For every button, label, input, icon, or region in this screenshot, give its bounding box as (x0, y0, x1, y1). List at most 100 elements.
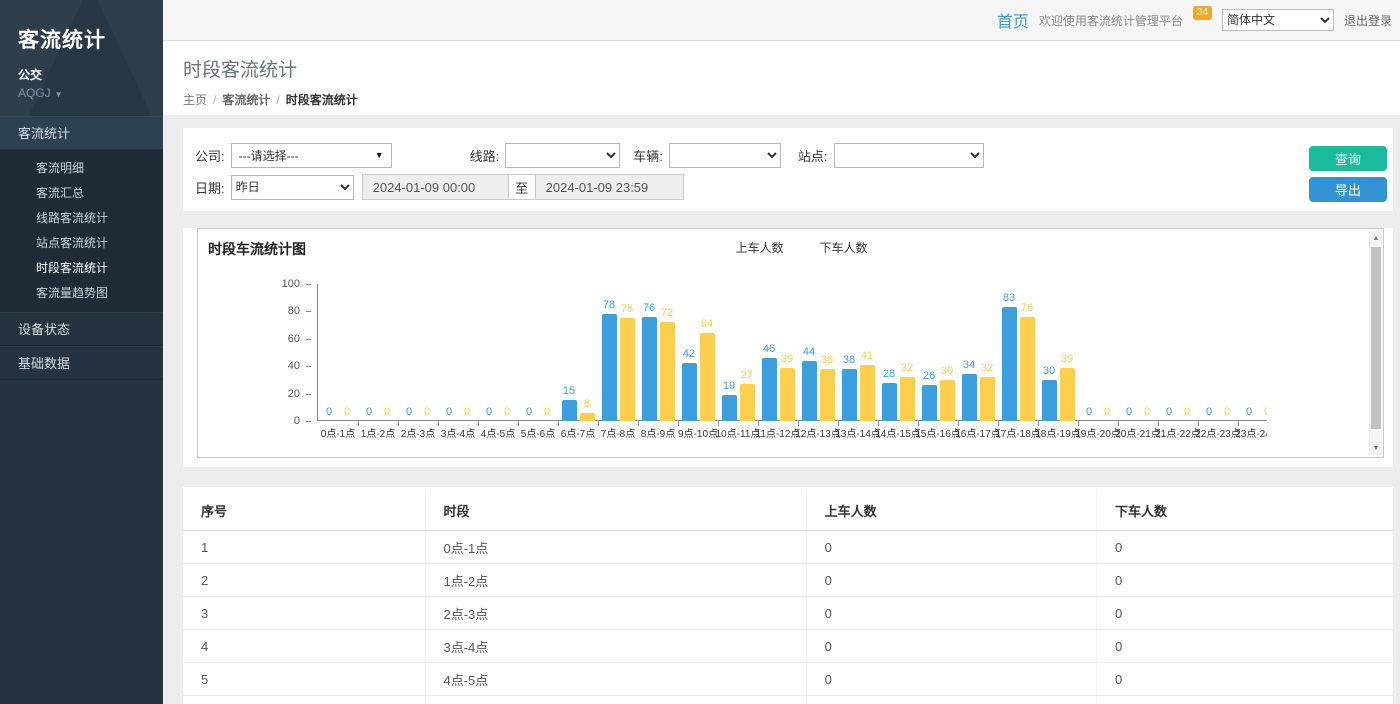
bar-alight: 38 (819, 354, 835, 421)
chart-scrollbar[interactable]: ▲ ▼ (1369, 231, 1382, 455)
bar-value-label: 0 (1245, 406, 1253, 418)
chart-category: 0 0 2点-3点 (398, 284, 439, 440)
filter-row-1: 公司: ---请选择--- ▼ 线路: 车辆: 站点: (195, 142, 1393, 168)
logout-link[interactable]: 退出登录 (1343, 13, 1392, 28)
home-link[interactable]: 首页 (996, 14, 1029, 31)
sidebar-item-line-stats[interactable]: 线路客流统计 (36, 211, 109, 225)
x-axis-category-label: 2点-3点 (400, 429, 436, 440)
bar-value-label: 64 (700, 318, 714, 331)
table-cell: 1点-2点 (424, 563, 807, 597)
table-cell: 0 (805, 596, 1097, 630)
x-axis-category-label: 4点-5点 (480, 429, 516, 440)
sidebar-menu: 客流统计 客流明细 客流汇总 线路客流统计 站点客流统计 时段客流统计 客流量趋… (0, 116, 163, 380)
topbar: 首页 欢迎使用客流统计管理平台 34 简体中文 退出登录 (163, 0, 1400, 41)
bar-value-label: 38 (842, 353, 856, 366)
bar-value-label: 0 (445, 406, 453, 418)
date-preset-select[interactable]: 昨日 (230, 174, 354, 200)
table-cell: 4 (183, 629, 425, 663)
chart-box: 时段车流统计图 上车人数 下车人数 0 20 40 60 80 100 0 0 0点-1点 0 0… (197, 228, 1384, 458)
station-select[interactable] (833, 142, 984, 168)
bar-value-label: 27 (740, 369, 754, 382)
sidebar-logo-area: 客流统计 公交 AQGJ ▼ (0, 0, 163, 116)
bar-alight: 32 (979, 362, 995, 421)
scrollbar-thumb[interactable] (1371, 247, 1381, 429)
bar-value-label: 6 (583, 397, 591, 410)
sidebar: 客流统计 公交 AQGJ ▼ 客流统计 客流明细 客流汇总 线路客流统计 站点客流… (0, 0, 163, 704)
x-axis-category-label: 9点-10点 (677, 429, 719, 440)
company-code-label: AQGJ (18, 86, 51, 100)
bar-value-label: 0 (1103, 406, 1111, 418)
date-end-input[interactable]: 2024-01-09 23:59 (534, 174, 684, 200)
breadcrumb-section[interactable]: 客流统计 (222, 93, 271, 107)
sidebar-item-passenger-summary[interactable]: 客流汇总 (36, 186, 85, 200)
bar-value-label: 0 (383, 406, 391, 418)
col-header-alight: 下车人数 (1096, 489, 1393, 531)
chart-category: 78 75 7点-8点 (598, 284, 639, 440)
sidebar-item-device-status[interactable]: 设备状态 (0, 312, 163, 346)
query-button[interactable]: 查询 (1309, 146, 1387, 171)
chart-panel: 时段车流统计图 上车人数 下车人数 0 20 40 60 80 100 0 0 0点-1点 0 0… (183, 228, 1393, 467)
sidebar-item-period-stats[interactable]: 时段客流统计 (36, 261, 109, 275)
legend-label-board: 上车人数 (735, 241, 784, 255)
col-header-index: 序号 (183, 489, 425, 531)
bar-value-label: 0 (325, 406, 333, 418)
bar-value-label: 0 (525, 406, 533, 418)
company-label: 公司: (195, 148, 225, 164)
bar-alight: 76 (1019, 302, 1035, 421)
sidebar-item-base-data[interactable]: 基础数据 (0, 346, 163, 380)
legend-item-alight[interactable]: 下车人数 (798, 239, 868, 256)
bar-value-label: 19 (722, 379, 736, 392)
export-button[interactable]: 导出 (1309, 177, 1387, 202)
bar-board: 83 (1001, 292, 1017, 421)
table-cell: 3点-4点 (424, 629, 807, 663)
table-row: 1 0点-1点 0 0 (183, 530, 1393, 564)
company-selector[interactable]: AQGJ ▼ (18, 86, 163, 100)
table-cell: 0 (1096, 629, 1393, 663)
line-select[interactable] (505, 142, 621, 168)
x-axis-category-label: 22点-23点 (1195, 429, 1241, 440)
sidebar-item-trend-chart[interactable]: 客流量趋势图 (36, 286, 109, 300)
table-cell: 0 (1096, 695, 1393, 704)
vehicle-select[interactable] (668, 142, 781, 168)
bar-value-label: 0 (1125, 406, 1133, 418)
bar-value-label: 32 (980, 362, 994, 375)
bar-value-label: 39 (780, 352, 794, 365)
company-dropdown[interactable]: ---请选择--- ▼ (230, 142, 392, 168)
bar-value-label: 15 (562, 385, 576, 398)
bar-value-label: 0 (1223, 406, 1231, 418)
bar-alight: 41 (859, 350, 875, 421)
sidebar-item-station-stats[interactable]: 站点客流统计 (36, 236, 109, 250)
legend-item-board[interactable]: 上车人数 (713, 239, 783, 256)
message-count-badge[interactable]: 34 (1192, 6, 1212, 20)
legend-swatch-blue (713, 242, 730, 254)
scrollbar-down-icon[interactable]: ▼ (1370, 441, 1382, 455)
bar-board: 30 (1041, 365, 1057, 421)
sidebar-item-passenger-stats[interactable]: 客流统计 (0, 116, 163, 150)
chart-category: 42 64 9点-10点 (678, 284, 719, 440)
table-cell: 0 (805, 662, 1097, 696)
sidebar-item-passenger-detail[interactable]: 客流明细 (36, 161, 85, 175)
table-cell: 2点-3点 (424, 596, 807, 630)
page-title: 时段客流统计 (183, 60, 298, 81)
date-start-input[interactable]: 2024-01-09 00:00 (361, 174, 509, 200)
scrollbar-up-icon[interactable]: ▲ (1370, 231, 1382, 245)
bar-value-label: 0 (1205, 406, 1213, 418)
main-area: 首页 欢迎使用客流统计管理平台 34 简体中文 退出登录 时段客流统计 主页 / 客… (163, 0, 1400, 704)
bar-value-label: 32 (900, 362, 914, 375)
x-axis-category-label: 20点-21点 (1115, 429, 1161, 440)
table-cell: 0 (1096, 530, 1393, 564)
x-axis-category-label: 6点-7点 (560, 429, 596, 440)
bar-value-label: 0 (463, 406, 471, 418)
legend-swatch-yellow (798, 242, 815, 254)
chart-category: 38 41 13点-14点 (835, 284, 881, 440)
x-axis-category-label: 13点-14点 (835, 429, 881, 440)
breadcrumb-home[interactable]: 主页 (183, 93, 208, 107)
bar-value-label: 26 (922, 370, 936, 383)
bar-value-label: 76 (1020, 301, 1034, 314)
language-select[interactable]: 简体中文 (1221, 9, 1334, 31)
date-label: 日期: (195, 180, 225, 196)
bar-value-label: 0 (1165, 406, 1173, 418)
table-cell: 4点-5点 (424, 662, 807, 696)
bar-value-label: 83 (1002, 292, 1016, 305)
breadcrumb-current: 时段客流统计 (285, 93, 358, 107)
